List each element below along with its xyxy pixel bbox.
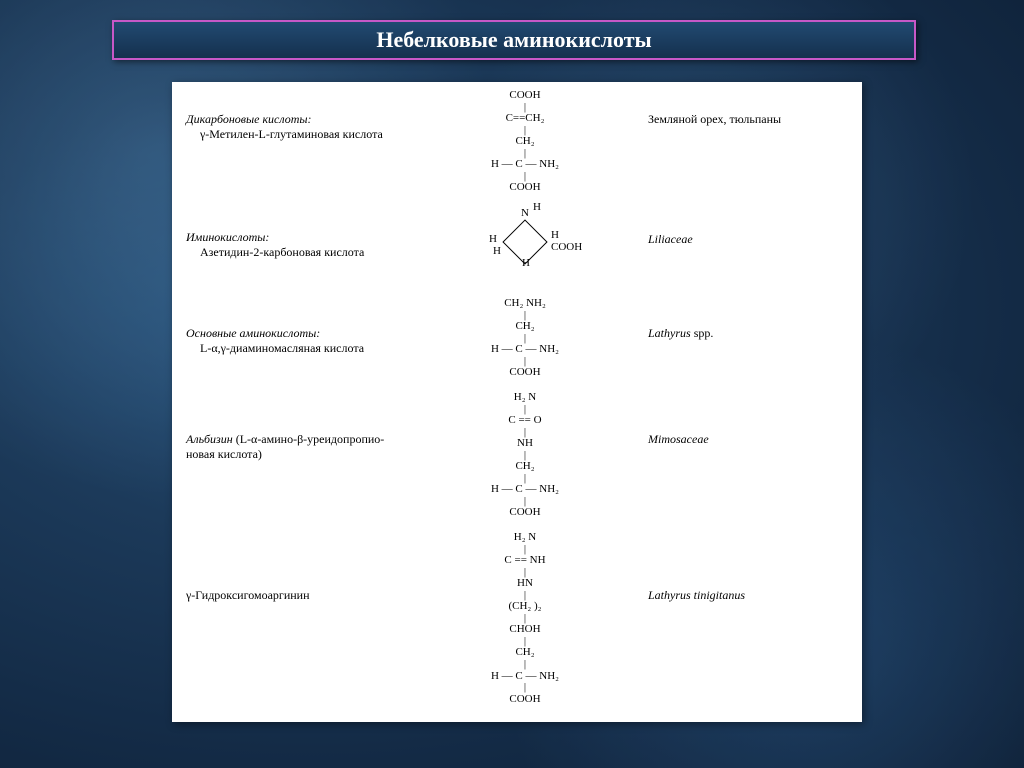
source-5: Lathyrus tinigitanus bbox=[648, 588, 848, 603]
label-2: Иминокислоты: Азетидин-2-карбоновая кисл… bbox=[186, 230, 426, 260]
label-3: Основные аминокислоты: L-α,γ-диаминомасл… bbox=[186, 326, 426, 356]
group-4: Альбизин bbox=[186, 432, 233, 446]
name-5: γ-Гидроксигомоаргинин bbox=[186, 588, 426, 603]
formula-5: H₂ N | C == NH | HN | (CH₂ )₂ | CHOH | C… bbox=[430, 532, 620, 705]
name-2: Азетидин-2-карбоновая кислота bbox=[186, 245, 426, 260]
formula-4: H₂ N | C == O | NH | CH₂ | H — C — NH₂ |… bbox=[430, 392, 620, 519]
source-1: Земляной орех, тюльпаны bbox=[648, 112, 848, 127]
label-1: Дикарбоновые кислоты: γ-Метилен-L-глутам… bbox=[186, 112, 426, 142]
label-5: γ-Гидроксигомоаргинин bbox=[186, 588, 426, 603]
group-2: Иминокислоты: bbox=[186, 230, 426, 245]
formula-1: COOH | C==CH₂ | CH₂ | H — C — NH₂ | COOH bbox=[430, 90, 620, 194]
source-4: Mimosaceae bbox=[648, 432, 848, 447]
group-3: Основные аминокислоты: bbox=[186, 326, 426, 341]
source-3: Lathyrus spp. bbox=[648, 326, 848, 341]
group-1: Дикарбоновые кислоты: bbox=[186, 112, 426, 127]
slide-title: Небелковые аминокислоты bbox=[112, 20, 916, 60]
slide-root: Небелковые аминокислоты Дикарбоновые кис… bbox=[0, 0, 1024, 768]
label-4: Альбизин (L-α-амино-β-уреидопропио- нова… bbox=[186, 432, 426, 462]
azetidine-ring: H N H H H H COOH bbox=[495, 212, 555, 266]
source-2: Liliaceae bbox=[648, 232, 848, 247]
formula-2: H N H H H H COOH bbox=[430, 212, 620, 266]
name-1: γ-Метилен-L-глутаминовая кислота bbox=[186, 127, 426, 142]
formula-3: CH₂ NH₂ | CH₂ | H — C — NH₂ | COOH bbox=[430, 298, 620, 379]
name-3: L-α,γ-диаминомасляная кислота bbox=[186, 341, 426, 356]
content-panel: Дикарбоновые кислоты: γ-Метилен-L-глутам… bbox=[172, 82, 862, 722]
